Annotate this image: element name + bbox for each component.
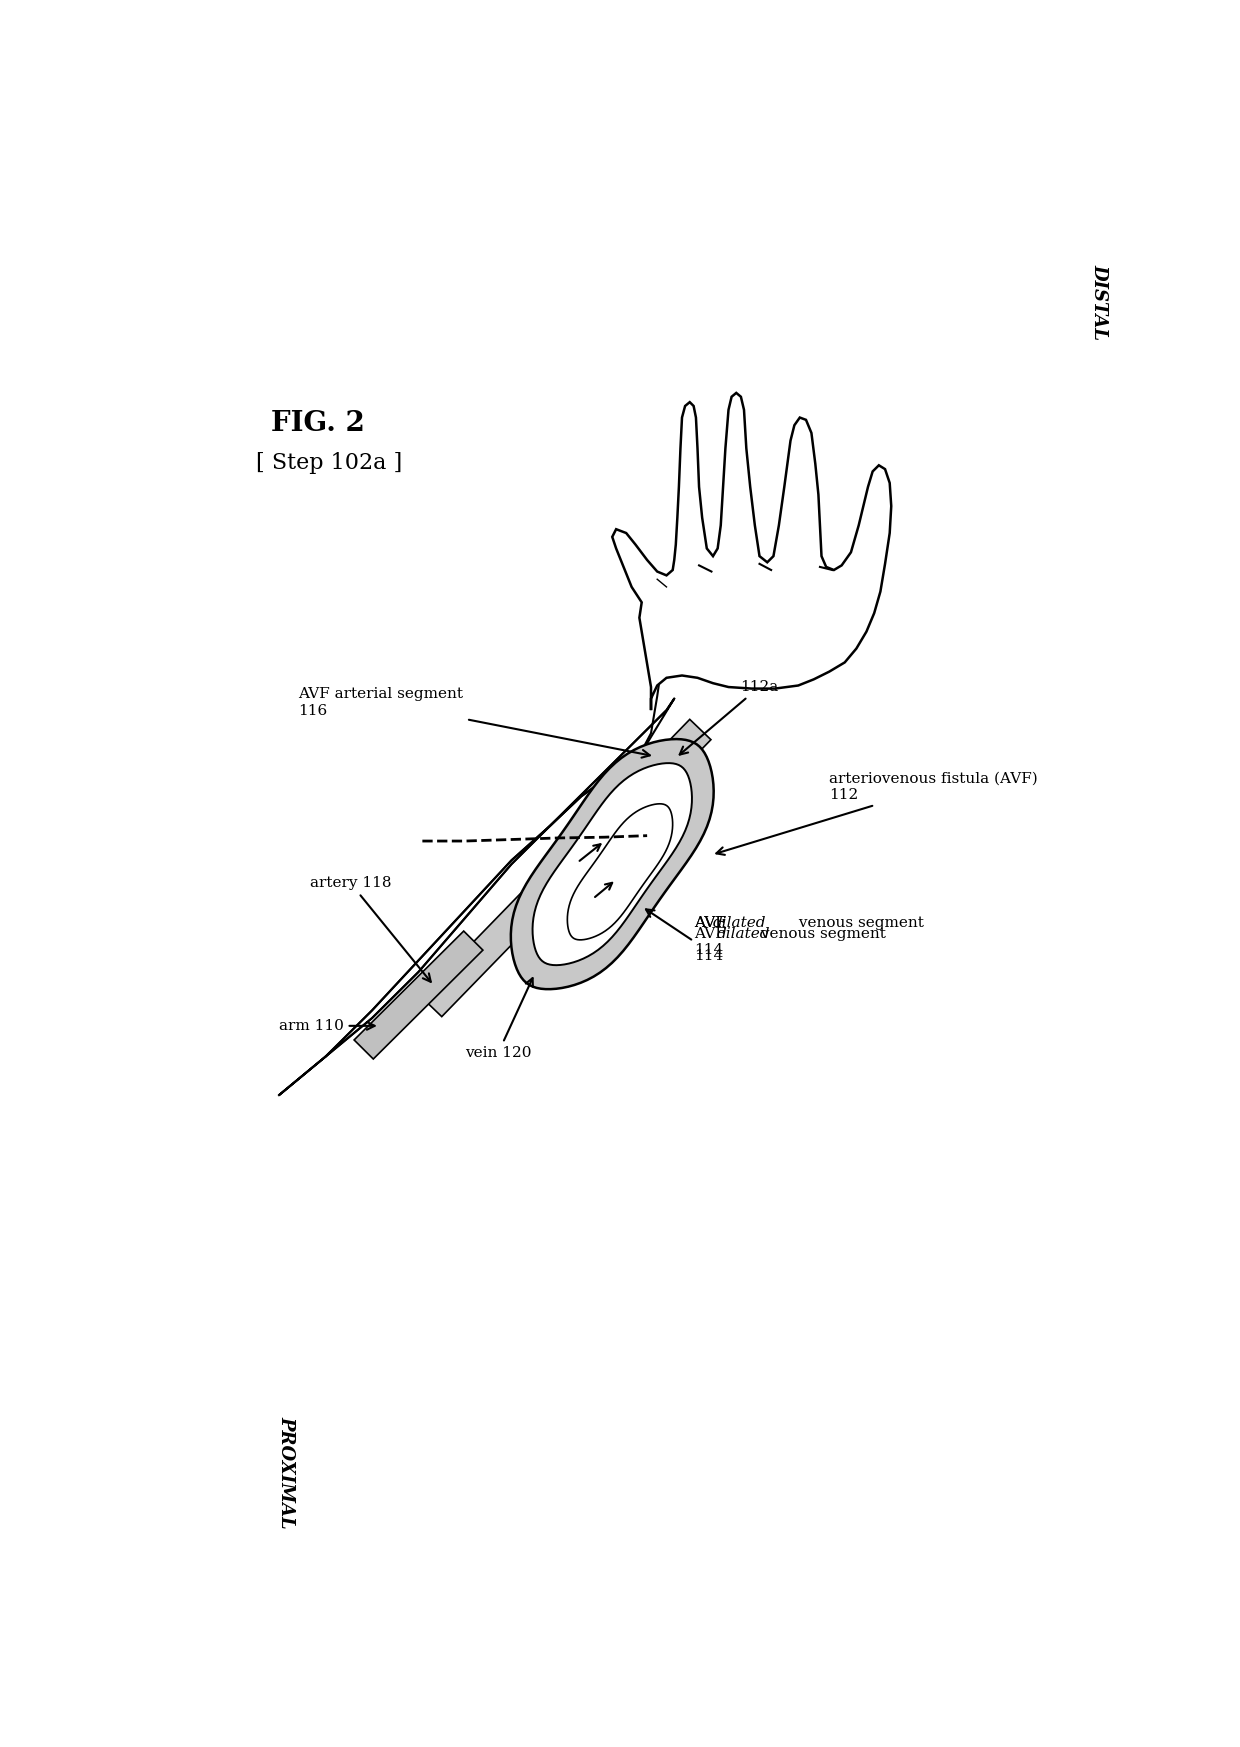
Text: arteriovenous fistula (AVF)
112: arteriovenous fistula (AVF) 112 [717,772,1038,854]
Text: arm 110: arm 110 [279,1019,374,1032]
Polygon shape [511,739,714,989]
Polygon shape [568,804,672,940]
Text: 112a: 112a [680,680,779,755]
Text: 114: 114 [693,949,723,963]
Polygon shape [420,720,711,1017]
Text: dilated: dilated [712,915,766,929]
Text: [ Step 102a ]: [ Step 102a ] [255,452,402,473]
Polygon shape [613,393,892,709]
Text: AVF arterial segment
116: AVF arterial segment 116 [299,687,650,758]
Polygon shape [279,699,675,1095]
Text: vein 120: vein 120 [465,978,533,1060]
Text: AVF: AVF [693,928,730,942]
Text: DISTAL: DISTAL [1090,264,1109,341]
Text: AVF: AVF [693,915,730,929]
Text: artery 118: artery 118 [310,877,430,982]
Polygon shape [532,763,692,964]
Text: 114: 114 [693,943,723,957]
Text: venous segment: venous segment [755,928,885,942]
Text: PROXIMAL: PROXIMAL [278,1417,296,1529]
Text: AVF        venous segment: AVF venous segment [693,915,924,929]
Text: dilated: dilated [717,928,770,942]
Polygon shape [355,931,482,1059]
Text: FIG. 2: FIG. 2 [272,411,365,437]
